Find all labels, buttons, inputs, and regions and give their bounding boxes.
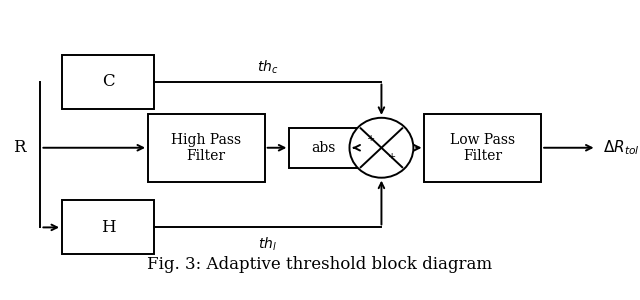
FancyBboxPatch shape <box>62 200 154 254</box>
Text: abs: abs <box>311 141 335 155</box>
Text: $\Delta R_{tol}$: $\Delta R_{tol}$ <box>603 138 639 157</box>
FancyBboxPatch shape <box>62 55 154 109</box>
Text: $th_c$: $th_c$ <box>257 59 278 76</box>
Text: Low Pass
Filter: Low Pass Filter <box>451 133 515 163</box>
Text: $th_l$: $th_l$ <box>259 236 277 253</box>
Text: Fig. 3: Adaptive threshold block diagram: Fig. 3: Adaptive threshold block diagram <box>147 256 493 273</box>
Text: $th_d$: $th_d$ <box>360 119 383 137</box>
Text: R: R <box>13 139 25 156</box>
FancyBboxPatch shape <box>424 114 541 182</box>
Text: +: + <box>367 134 375 143</box>
Ellipse shape <box>349 118 413 178</box>
FancyBboxPatch shape <box>289 128 357 168</box>
Text: H: H <box>100 219 115 236</box>
Text: High Pass
Filter: High Pass Filter <box>172 133 241 163</box>
Text: +: + <box>388 152 396 161</box>
Text: C: C <box>102 73 115 90</box>
FancyBboxPatch shape <box>148 114 265 182</box>
